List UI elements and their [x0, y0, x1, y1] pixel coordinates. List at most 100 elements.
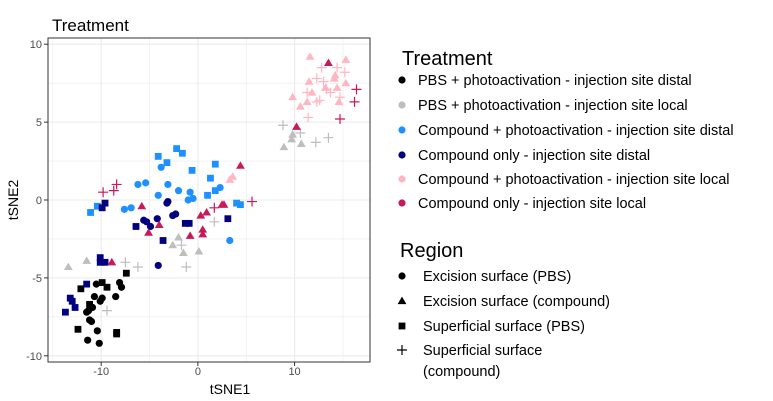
data-point-plus [98, 187, 109, 198]
legend-key-treatment [398, 199, 406, 207]
legend-key-region [398, 322, 406, 330]
legend-key-treatment [398, 175, 406, 183]
data-point-square [179, 149, 186, 157]
legend-key-region [398, 272, 406, 280]
legend-label-treatment: PBS + photoactivation - injection site l… [418, 98, 688, 114]
data-point-square [87, 209, 94, 216]
data-point-triangle [168, 240, 178, 249]
legend-label-treatment: Compound + photoactivation - injection s… [418, 123, 734, 139]
data-point-circle [146, 222, 155, 231]
data-point-square [113, 330, 121, 338]
data-point-circle [127, 204, 135, 212]
data-point-triangle [194, 247, 204, 255]
data-point-triangle [341, 78, 351, 87]
data-point-square [96, 258, 104, 266]
data-point-plus [111, 179, 122, 190]
legend-key-region [397, 296, 407, 305]
data-point-triangle [295, 102, 305, 110]
data-point-plus [209, 202, 220, 213]
data-point-square [154, 152, 162, 160]
data-point-triangle [334, 97, 344, 105]
data-point-plus [316, 62, 327, 73]
data-point-triangle [292, 122, 301, 130]
y-tick-label: -10 [26, 351, 42, 363]
legend: Treatment Region PBS + photoactivation -… [397, 48, 734, 380]
data-point-triangle [178, 248, 188, 257]
data-point-triangle [288, 130, 298, 138]
data-point-triangle [198, 229, 208, 238]
legend-label-treatment: PBS + photoactivation - injection site d… [418, 73, 692, 89]
data-point-plus [132, 261, 143, 272]
data-point-triangle [198, 225, 208, 233]
data-point-triangle [287, 134, 297, 143]
data-point-triangle [82, 256, 92, 264]
data-point-triangle [296, 139, 306, 148]
data-point-square [98, 204, 106, 212]
legend-label-treatment: Compound only - injection site local [418, 196, 646, 212]
legend-key-treatment [398, 126, 406, 134]
legend-key-treatment [398, 101, 406, 109]
legend-title-region: Region [400, 240, 463, 262]
data-point-square [233, 199, 240, 207]
data-point-plus [303, 112, 314, 123]
data-point-triangle [332, 83, 342, 91]
data-point-circle [120, 205, 128, 213]
legend-key-treatment [398, 76, 406, 84]
data-point-plus [181, 261, 192, 272]
data-point-circle [164, 197, 172, 206]
data-point-circle [85, 306, 93, 315]
data-point-circle [186, 188, 194, 196]
y-tick-label: 5 [36, 117, 42, 129]
data-point-triangle [63, 262, 73, 271]
data-point-circle [84, 336, 92, 344]
data-point-triangle [154, 220, 164, 229]
data-point-triangle [279, 142, 289, 151]
chart-title: Treatment [52, 16, 129, 35]
data-point-square [173, 145, 181, 152]
data-point-square [211, 187, 219, 195]
series-2 [63, 120, 334, 316]
data-point-circle [157, 163, 165, 171]
data-point-triangle [144, 228, 153, 236]
series-4 [62, 197, 232, 316]
data-point-plus [349, 96, 360, 107]
data-point-square [163, 159, 171, 167]
data-point-plus [277, 120, 288, 131]
data-point-square [159, 237, 167, 244]
data-point-square [224, 215, 232, 223]
legend-label-line: Superficial surface [423, 343, 542, 359]
data-point-circle [87, 317, 96, 326]
x-tick-label: 10 [288, 366, 300, 378]
data-point-plus [323, 132, 334, 143]
data-point-circle [174, 187, 183, 195]
data-point-circle [96, 297, 104, 305]
data-point-circle [117, 283, 126, 291]
data-point-circle [153, 215, 161, 223]
data-point-circle [93, 327, 101, 335]
data-point-plus [120, 257, 131, 268]
data-point-plus [108, 185, 119, 196]
x-axis-label: tSNE1 [210, 381, 251, 397]
legend-label-treatment: Compound only - injection site distal [418, 148, 650, 164]
data-point-triangle [302, 97, 312, 105]
data-point-triangle [307, 88, 317, 96]
series-3 [87, 145, 244, 245]
data-point-circle [154, 261, 162, 270]
data-point-circle [92, 280, 100, 288]
data-point-triangle [288, 92, 298, 101]
data-point-plus [351, 84, 362, 95]
data-point-square [86, 300, 93, 308]
legend-title-treatment: Treatment [402, 48, 493, 70]
data-point-triangle [324, 58, 333, 67]
data-point-triangle [329, 74, 339, 82]
y-tick-label: -5 [32, 273, 42, 285]
legend-label-region: Superficial surface (compound) [423, 343, 542, 380]
legend-label-region: Excision surface (compound) [423, 294, 610, 310]
data-point-plus [302, 87, 313, 98]
data-point-plus [101, 305, 112, 316]
series-5 [225, 52, 351, 183]
data-point-triangle [202, 208, 211, 216]
legend-label-region: Superficial surface (PBS) [423, 319, 585, 335]
data-points [62, 52, 362, 347]
